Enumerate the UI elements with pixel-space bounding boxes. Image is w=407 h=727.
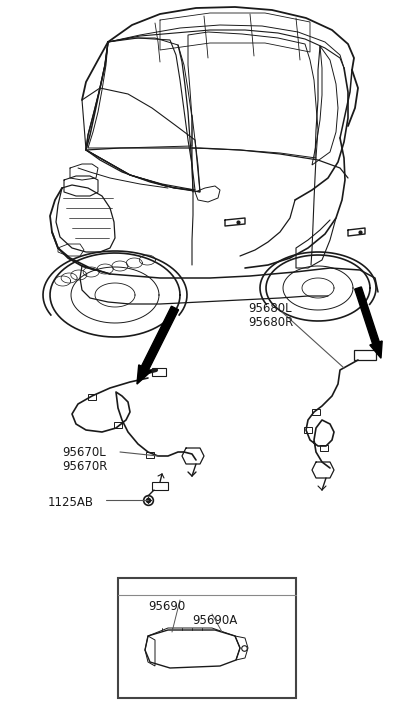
- Text: 95690A: 95690A: [192, 614, 237, 627]
- Text: 95680R: 95680R: [248, 316, 293, 329]
- Bar: [354, 350, 376, 360]
- FancyArrow shape: [354, 287, 382, 358]
- Text: 95670L: 95670L: [62, 446, 106, 459]
- Bar: [114, 422, 122, 428]
- Text: 95690: 95690: [148, 600, 185, 613]
- Bar: [312, 409, 320, 415]
- Text: 1125AB: 1125AB: [48, 496, 94, 509]
- Bar: [304, 427, 312, 433]
- Bar: [118, 578, 296, 698]
- Bar: [152, 482, 168, 490]
- Bar: [152, 368, 166, 376]
- Bar: [88, 394, 96, 400]
- Bar: [320, 445, 328, 451]
- Text: 95680L: 95680L: [248, 302, 292, 315]
- FancyArrow shape: [137, 306, 179, 384]
- Text: 95670R: 95670R: [62, 460, 107, 473]
- Bar: [146, 452, 154, 458]
